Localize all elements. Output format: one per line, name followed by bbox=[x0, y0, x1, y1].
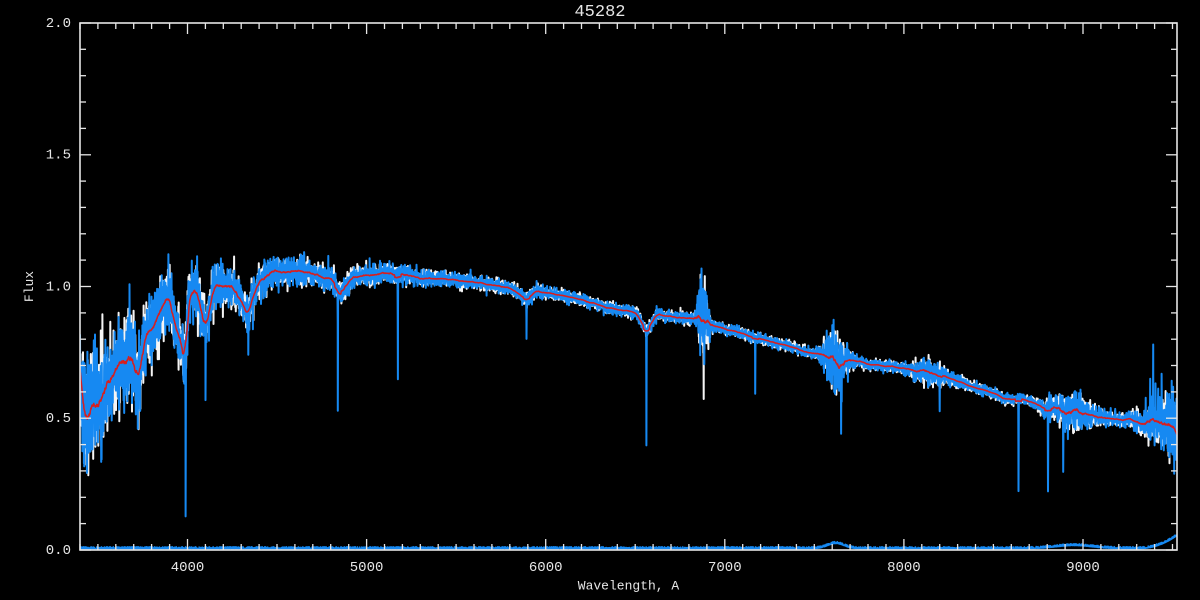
svg-text:Wavelength, A: Wavelength, A bbox=[578, 579, 680, 594]
svg-text:0.5: 0.5 bbox=[46, 411, 71, 427]
svg-text:1.0: 1.0 bbox=[46, 279, 71, 295]
svg-text:6000: 6000 bbox=[529, 560, 563, 576]
svg-text:4000: 4000 bbox=[171, 560, 205, 576]
svg-text:45282: 45282 bbox=[574, 3, 625, 22]
svg-text:7000: 7000 bbox=[708, 560, 742, 576]
svg-text:8000: 8000 bbox=[887, 560, 921, 576]
svg-text:Flux: Flux bbox=[22, 271, 37, 302]
svg-text:5000: 5000 bbox=[350, 560, 384, 576]
svg-text:0.0: 0.0 bbox=[46, 543, 71, 559]
svg-text:2.0: 2.0 bbox=[46, 16, 71, 32]
svg-text:1.5: 1.5 bbox=[46, 148, 71, 164]
svg-text:9000: 9000 bbox=[1066, 560, 1100, 576]
